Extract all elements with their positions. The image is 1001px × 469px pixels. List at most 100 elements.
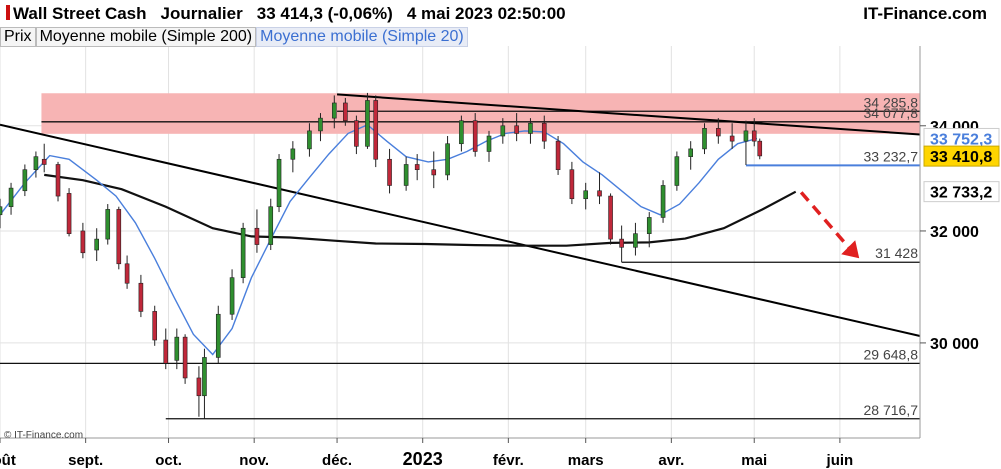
legend-ma20[interactable]: Moyenne mobile (Simple 20) <box>256 27 468 47</box>
candle-body <box>307 130 312 150</box>
candle-body <box>445 143 450 176</box>
x-tick-label: mai <box>741 452 767 469</box>
candle-body <box>514 125 519 134</box>
candle-body <box>459 120 464 145</box>
candle-body <box>387 158 392 186</box>
candle <box>229 269 235 320</box>
instrument-name: Wall Street Cash <box>13 4 147 23</box>
candle-body <box>633 233 638 248</box>
x-tick-label: août <box>0 452 16 469</box>
ma200-line <box>44 173 797 247</box>
candle <box>66 188 72 237</box>
candle-body <box>414 164 420 170</box>
candle-body <box>528 122 533 134</box>
candle <box>331 95 337 129</box>
candle-body <box>688 148 693 157</box>
period-label: Journalier <box>160 4 243 23</box>
candle <box>8 182 14 215</box>
candle <box>445 136 450 181</box>
candle <box>105 204 111 245</box>
candle <box>354 115 359 155</box>
candle <box>674 151 680 191</box>
y-tick-label: 32 000 <box>930 224 979 241</box>
candle <box>619 225 624 263</box>
brand-name: IT-Finance.com <box>863 4 987 23</box>
candle <box>373 95 379 168</box>
candle <box>387 148 392 194</box>
candle-body <box>608 195 613 240</box>
candle <box>597 172 602 205</box>
candle <box>472 113 478 157</box>
candle-body <box>124 263 130 284</box>
candle <box>583 182 589 210</box>
candle-body <box>729 135 735 142</box>
candle <box>343 97 348 126</box>
price-tag-label: 33 410,8 <box>930 149 992 166</box>
x-tick-label: juin <box>826 452 854 469</box>
candle <box>268 198 274 251</box>
level-label: 33 232,7 <box>864 148 919 164</box>
candle <box>202 348 207 419</box>
candle <box>152 305 158 346</box>
candle <box>414 154 420 181</box>
candle-body <box>619 238 624 248</box>
candle-body <box>268 206 274 245</box>
candle-body <box>403 164 409 186</box>
candle-body <box>674 156 680 186</box>
candle <box>41 143 47 173</box>
x-tick-label: 2023 <box>403 449 443 469</box>
candle-body <box>94 238 99 251</box>
level-label: 29 648,8 <box>864 346 919 362</box>
candle-body <box>486 135 492 152</box>
chart-header: Wall Street Cash Journalier 33 414,3 (-0,0… <box>0 0 1001 26</box>
candle-body <box>472 120 478 152</box>
quote-value: 33 414,3 (-0,06%) <box>256 4 393 23</box>
candle-body <box>583 190 589 200</box>
candle-body <box>354 120 359 147</box>
candle <box>660 180 666 223</box>
brand-mark-icon <box>6 5 10 20</box>
candle-body <box>373 100 379 160</box>
candle <box>555 136 561 175</box>
candle <box>215 305 221 364</box>
candle-body <box>8 187 14 208</box>
candle-body <box>116 209 122 265</box>
candle-body <box>0 206 3 216</box>
candle <box>174 328 180 370</box>
trendline <box>0 123 921 337</box>
resistance-zone <box>41 93 920 134</box>
candle-body <box>751 130 757 142</box>
candle-body <box>500 125 506 137</box>
level-label: 31 428 <box>875 245 918 261</box>
x-tick-label: déc. <box>322 452 352 469</box>
candle-body <box>569 169 575 200</box>
candle <box>716 118 721 144</box>
legend-ma200[interactable]: Moyenne mobile (Simple 200) <box>35 27 257 47</box>
candle <box>290 141 296 173</box>
candle <box>196 366 202 417</box>
candle-body <box>743 130 749 142</box>
candle-body <box>646 217 652 234</box>
candle <box>22 164 28 197</box>
candle <box>751 118 757 147</box>
x-tick-label: mars <box>568 452 604 469</box>
candle <box>486 130 492 162</box>
candle-body <box>174 336 180 361</box>
candle-body <box>182 336 188 379</box>
candle <box>182 334 188 384</box>
legend-price[interactable]: Prix <box>0 27 36 47</box>
chart-title: Wall Street Cash Journalier 33 414,3 (-0,0… <box>6 4 566 24</box>
x-tick-label: févr. <box>493 452 524 469</box>
candle <box>403 156 409 191</box>
candle-body <box>196 377 202 397</box>
candle <box>688 141 693 170</box>
candle <box>116 206 122 270</box>
candle-body <box>80 230 86 254</box>
candle <box>318 113 323 142</box>
candle-body <box>660 185 666 218</box>
candle-body <box>290 148 296 160</box>
candle <box>514 113 519 142</box>
candle-body <box>757 140 763 157</box>
candle-body <box>331 102 337 119</box>
